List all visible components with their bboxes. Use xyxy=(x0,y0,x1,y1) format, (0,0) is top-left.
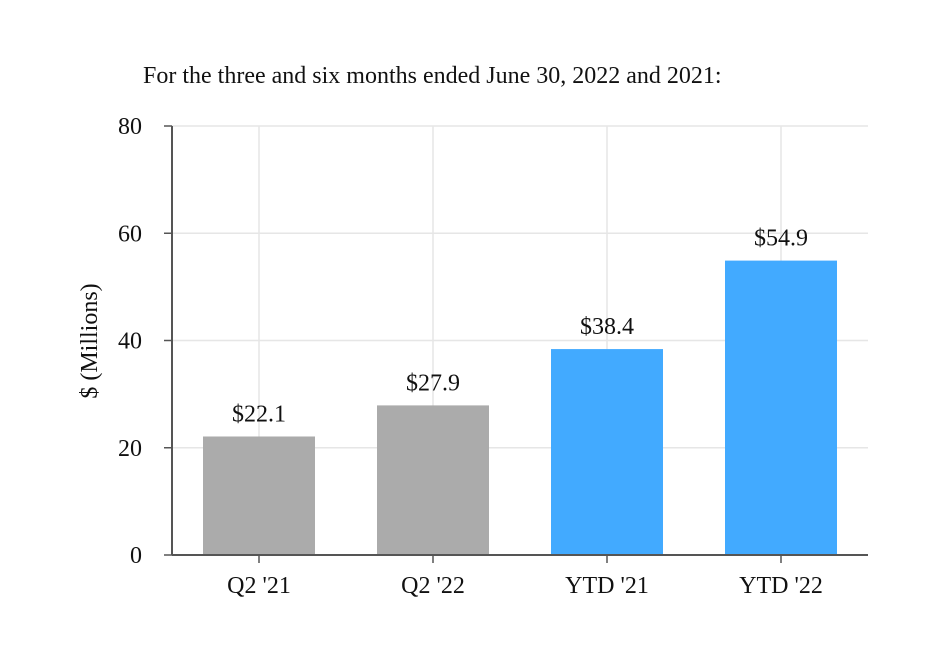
bar xyxy=(377,405,489,555)
y-tick-label: 40 xyxy=(118,329,142,355)
y-axis-label: $ (Millions) xyxy=(77,283,103,398)
data-label: $27.9 xyxy=(406,370,460,396)
data-label: $38.4 xyxy=(580,314,634,340)
bar xyxy=(551,349,663,555)
chart-title: For the three and six months ended June … xyxy=(143,63,722,89)
y-tick-label: 0 xyxy=(130,543,142,569)
x-tick-label: Q2 '21 xyxy=(227,573,291,599)
data-label: $54.9 xyxy=(754,226,808,252)
labels: 0 20 40 60 80 $22.1 Q2 '21 $27.9 Q2 '22 $38.4 YTD … xyxy=(118,114,823,599)
x-tick-label: YTD '21 xyxy=(565,573,649,599)
y-tick-label: 20 xyxy=(118,436,142,462)
x-tick-label: Q2 '22 xyxy=(401,573,465,599)
y-tick-label: 60 xyxy=(118,221,142,247)
axes xyxy=(164,125,868,563)
bar xyxy=(725,260,837,555)
data-label: $22.1 xyxy=(232,401,286,427)
bar xyxy=(203,436,315,555)
bars xyxy=(203,260,837,555)
x-tick-label: YTD '22 xyxy=(739,573,823,599)
y-tick-label: 80 xyxy=(118,114,142,140)
